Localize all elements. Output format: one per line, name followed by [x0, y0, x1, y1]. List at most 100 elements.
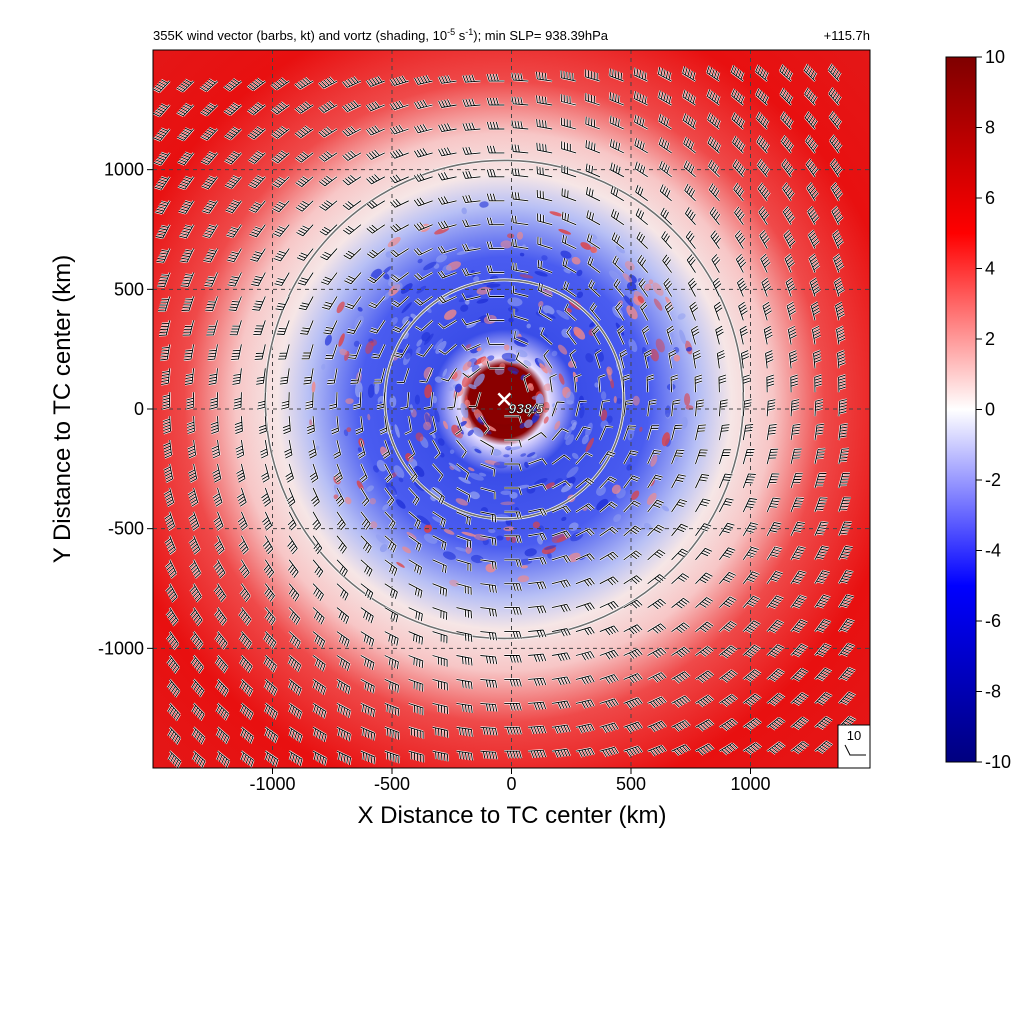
vorticity-speckle	[609, 270, 622, 283]
wind-barb	[609, 185, 625, 202]
wind-barb	[837, 618, 855, 633]
wind-barb	[441, 367, 458, 382]
colorbar-tick-label: -4	[985, 541, 1001, 561]
wind-barb-line	[176, 79, 194, 92]
vorticity-speckle	[415, 432, 424, 442]
wind-barb	[202, 224, 219, 239]
wind-barb	[238, 654, 253, 674]
wind-barb	[312, 654, 327, 672]
wind-barb-line	[647, 745, 667, 757]
wind-barb-line	[561, 211, 577, 226]
wind-barb	[742, 472, 756, 489]
wind-barb-line	[190, 631, 203, 650]
wind-barb	[360, 511, 372, 531]
colorbar-tick-label: -8	[985, 682, 1001, 702]
wind-barb-line	[287, 535, 298, 555]
wind-barb-line	[814, 570, 830, 584]
wind-barb	[239, 583, 251, 603]
wind-barb-line	[575, 723, 595, 734]
wind-barb	[480, 726, 498, 736]
wind-barb	[367, 271, 386, 284]
wind-barb	[207, 344, 219, 361]
wind-barb	[766, 619, 785, 634]
wind-barb	[641, 325, 650, 345]
wind-barb	[336, 559, 349, 578]
wind-barb	[838, 666, 856, 682]
wind-barb-line	[155, 224, 171, 239]
wind-barb-line	[432, 750, 449, 762]
wind-barb-line	[154, 200, 171, 215]
wind-barb	[226, 248, 243, 263]
wind-barb-line	[635, 208, 648, 226]
wind-barb	[153, 78, 171, 93]
wind-barb	[694, 694, 715, 708]
wind-barb-line	[342, 200, 362, 210]
wind-barb-line	[743, 742, 762, 755]
wind-barb-line	[160, 344, 171, 361]
y-tick-label: -500	[108, 519, 144, 539]
wind-barb-line	[213, 583, 226, 603]
wind-barb	[252, 296, 267, 312]
wind-barb	[560, 164, 577, 178]
wind-barb	[376, 392, 386, 410]
wind-barb-line	[760, 253, 771, 273]
vorticity-speckle	[546, 312, 556, 319]
wind-barb-line	[742, 571, 760, 584]
wind-barb	[158, 320, 171, 337]
vorticity-speckle	[573, 326, 586, 340]
wind-barb	[808, 253, 821, 274]
wind-barb	[560, 141, 577, 154]
wind-barb-line	[355, 416, 364, 435]
vorticity-speckle	[449, 449, 455, 454]
wind-barb-line	[551, 428, 569, 441]
wind-barb-line	[569, 349, 577, 369]
wind-barb	[228, 296, 243, 312]
wind-barb-line	[504, 463, 522, 472]
wind-barb	[279, 368, 291, 386]
wind-barb-line	[689, 301, 699, 321]
wind-barb-line	[664, 301, 674, 321]
wind-barb-line	[186, 392, 195, 410]
wind-barb-line	[179, 224, 194, 239]
wind-barb	[189, 583, 203, 603]
wind-barb-line	[180, 272, 195, 287]
wind-barb	[163, 487, 175, 508]
wind-barb-line	[695, 523, 712, 537]
wind-barb-line	[265, 750, 279, 767]
wind-barb	[360, 702, 376, 718]
wind-barb-line	[585, 93, 601, 106]
wind-barb-line	[189, 583, 202, 603]
wind-barb-line	[200, 103, 218, 116]
wind-barb	[718, 398, 728, 417]
wind-barb	[738, 325, 749, 345]
wind-barb-line	[719, 669, 738, 683]
wind-barb-line	[432, 655, 448, 667]
wind-barb-line	[613, 278, 625, 297]
wind-barb	[431, 463, 444, 482]
wind-barb	[352, 392, 362, 410]
wind-barb-line	[271, 126, 290, 139]
wind-barb-line	[158, 320, 171, 336]
wind-barb	[511, 215, 529, 226]
wind-barb-line	[166, 655, 180, 674]
wind-barb-line	[153, 79, 171, 93]
vorticity-speckle	[600, 391, 607, 401]
wind-barb	[610, 208, 625, 226]
wind-barb	[623, 574, 643, 585]
wind-barb	[271, 176, 290, 189]
wind-barb-line	[408, 726, 424, 739]
wind-barb	[201, 199, 219, 215]
wind-barb-line	[408, 439, 416, 459]
wind-barb-line	[804, 111, 818, 130]
wind-barb	[766, 545, 783, 561]
wind-barb	[804, 134, 819, 154]
wind-barb-line	[335, 487, 345, 507]
wind-barb-line	[635, 185, 648, 202]
wind-barb	[413, 271, 434, 281]
wind-barb-line	[166, 631, 179, 650]
wind-barb	[598, 450, 616, 465]
wind-barb-line	[790, 668, 809, 682]
wind-barb-line	[512, 262, 529, 274]
wind-barb	[310, 487, 321, 508]
wind-barb	[456, 702, 474, 714]
